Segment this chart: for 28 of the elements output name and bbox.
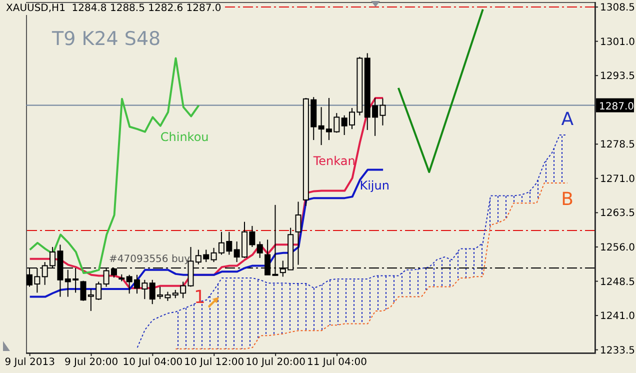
y-tick-label: 1233.5 xyxy=(600,345,635,356)
ref-line-label: #47093556 buy xyxy=(109,254,190,265)
x-tick-label: 9 Jul 2013 xyxy=(4,357,55,368)
series-label: Chinkou xyxy=(160,130,209,144)
series-label: Tenkan xyxy=(312,154,356,168)
x-tick-label: 10 Jul 20:00 xyxy=(246,357,306,368)
y-tick-label: 1308.5 xyxy=(600,2,635,14)
candlestick xyxy=(295,201,302,266)
x-tick-label: 11 Jul 04:00 xyxy=(307,357,367,368)
ref-line-label: 1287.0 xyxy=(599,101,634,112)
y-tick-label: 1241.0 xyxy=(600,311,635,322)
y-tick-label: 1271.0 xyxy=(600,174,635,185)
y-tick-label: 1293.5 xyxy=(600,71,635,82)
y-tick-label: 1278.5 xyxy=(600,140,635,151)
annotation: 1 xyxy=(194,287,206,308)
y-tick-label: 1256.0 xyxy=(600,242,635,254)
x-tick-label: 10 Jul 12:00 xyxy=(184,357,244,368)
chart-title: XAUUSD,H1 1284.8 1288.5 1282.6 1287.0 xyxy=(6,3,224,15)
text: T9 K24 S48 xyxy=(52,28,161,50)
y-tick-label: 1263.5 xyxy=(600,208,635,220)
series-label: A xyxy=(561,108,574,130)
y-tick-label: 1248.5 xyxy=(600,276,635,288)
y-tick-label: 1301.0 xyxy=(600,36,635,48)
series-label: B xyxy=(561,188,574,210)
series-label: Kijun xyxy=(360,178,390,193)
x-tick-label: 10 Jul 04:00 xyxy=(122,357,183,368)
candlestick xyxy=(256,240,263,258)
x-tick-label: 9 Jul 20:00 xyxy=(64,357,118,368)
